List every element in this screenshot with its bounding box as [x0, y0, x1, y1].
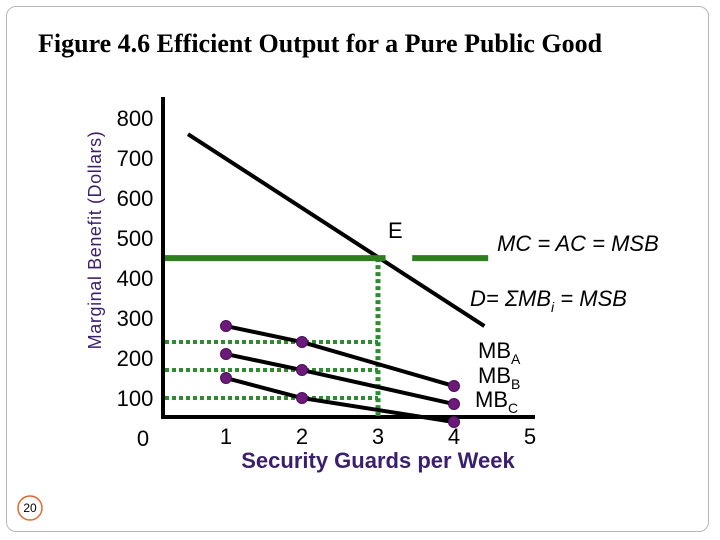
y-tick-label: 600: [117, 186, 154, 211]
series-marker: [220, 348, 232, 361]
mbc-label: MBC: [475, 387, 518, 416]
series-marker: [448, 416, 460, 429]
mbb-label-main: MB: [478, 363, 511, 388]
equilibrium-label: E: [388, 218, 403, 243]
slide-frame: [6, 6, 709, 532]
y-tick-label: 200: [117, 346, 154, 371]
series-marker: [220, 320, 232, 333]
mbc-label-sub: C: [508, 400, 518, 416]
series-lines: [165, 132, 489, 424]
mba-label: MBA: [478, 338, 521, 367]
series-marker: [220, 372, 232, 385]
x-tick-label: 4: [448, 424, 460, 449]
y-tick-label: 800: [117, 106, 154, 131]
mbc-label-main: MB: [475, 387, 508, 412]
mba-label-main: MB: [478, 338, 511, 363]
series-marker: [448, 398, 460, 411]
y-axis-label: Marginal Benefit (Dollars): [85, 131, 105, 350]
y-tick-label: 400: [117, 266, 154, 291]
slide-number: 20: [23, 501, 37, 515]
y-tick-label: 0: [137, 426, 149, 451]
mba-label-sub: A: [511, 351, 521, 367]
demand-label-rest: = MSB: [554, 286, 627, 311]
x-tick-label: 2: [296, 424, 308, 449]
series-line: [186, 132, 486, 328]
series-marker: [296, 392, 308, 405]
demand-label-main: D= ΣMB: [470, 286, 551, 311]
x-tick-label: 5: [524, 424, 536, 449]
y-tick-label: 700: [117, 146, 154, 171]
series-marker: [296, 364, 308, 377]
y-tick-label: 100: [117, 386, 154, 411]
dotted-guides: [165, 258, 381, 416]
mbb-label: MBB: [478, 363, 520, 392]
series-markers: [220, 320, 460, 429]
x-axis-label: Security Guards per Week: [241, 448, 515, 473]
mbb-label-sub: B: [511, 376, 520, 392]
x-tick-label: 3: [372, 424, 384, 449]
y-tick-label: 500: [117, 226, 154, 251]
y-tick-label: 300: [117, 306, 154, 331]
series-marker: [296, 336, 308, 349]
series-marker: [448, 380, 460, 393]
chart-title: Figure 4.6 Efficient Output for a Pure P…: [38, 29, 603, 58]
x-tick-labels: 1 2 3 4 5: [220, 424, 536, 449]
demand-label: D= ΣMBi = MSB: [470, 286, 627, 315]
y-tick-labels: 0 100 200 300 400 500 600 700 800: [117, 106, 154, 451]
x-tick-label: 1: [220, 424, 232, 449]
slide-number-circle: [17, 495, 43, 521]
demand-label-sub: i: [551, 299, 555, 315]
mc-label: MC = AC = MSB: [497, 231, 659, 256]
